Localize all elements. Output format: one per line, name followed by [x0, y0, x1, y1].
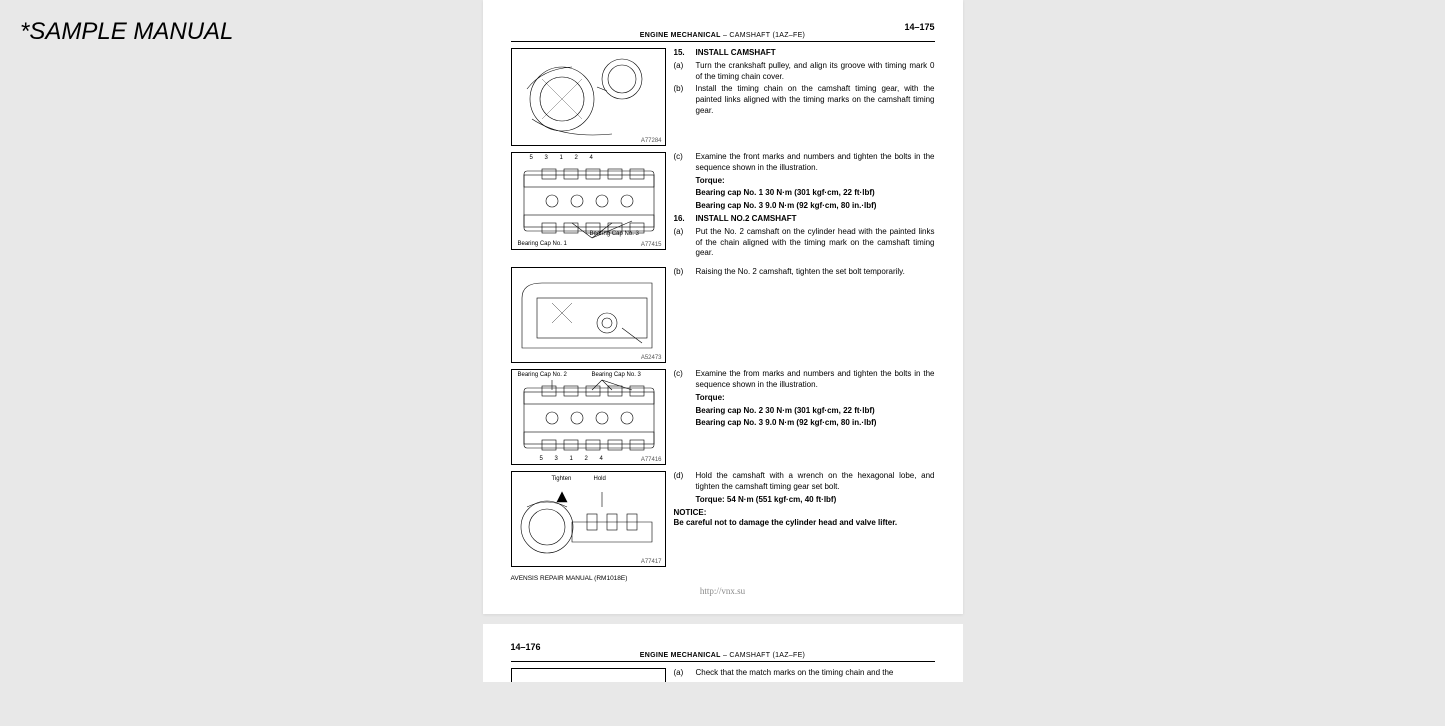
step-body: Check that the match marks on the timing…: [696, 668, 935, 679]
step-num: 16.: [674, 214, 692, 225]
figure-5: Tighten Hold A77417: [511, 471, 666, 567]
section-5: Tighten Hold A77417 (d)Hold the camshaft…: [511, 471, 935, 567]
figure-label: Bearing Cap No. 3: [592, 372, 641, 378]
section-partial: (a) Check that the match marks on the tim…: [511, 668, 935, 682]
torque-label: Torque:: [696, 393, 935, 404]
diagram-icon: [512, 472, 665, 566]
figure-label: 5 3 1 2 4: [530, 155, 598, 161]
step-num: [674, 393, 692, 404]
torque-value: Torque: 54 N·m (551 kgf·cm, 40 ft·lbf): [696, 495, 935, 506]
figure-2: 5 3 1 2 4 Bearing Cap No. 1 Bearing Cap …: [511, 152, 666, 250]
header-sub: CAMSHAFT (1AZ–FE): [729, 652, 805, 659]
step-num: (a): [674, 61, 692, 83]
url-text: http://vnx.su: [511, 586, 935, 596]
step-num: (c): [674, 152, 692, 174]
header-sub: CAMSHAFT (1AZ–FE): [729, 32, 805, 39]
figure-1: A77284: [511, 48, 666, 146]
step-num: (b): [674, 84, 692, 116]
torque-value: Bearing cap No. 2 30 N·m (301 kgf·cm, 22…: [696, 406, 935, 417]
figure-label: Tighten: [552, 476, 572, 482]
step-num: (d): [674, 471, 692, 493]
page-number: 14–176: [511, 642, 935, 652]
step-title: INSTALL NO.2 CAMSHAFT: [696, 214, 935, 225]
torque-label: Torque:: [696, 176, 935, 187]
figure-partial: [511, 668, 666, 682]
step-num: (a): [674, 227, 692, 259]
figure-label: Bearing Cap No. 3: [590, 231, 639, 237]
header-main: ENGINE MECHANICAL: [640, 32, 721, 39]
text-col-4: (c)Examine the from marks and numbers an…: [674, 369, 935, 465]
figure-id: A77416: [641, 457, 662, 463]
figure-4: Bearing Cap No. 2 Bearing Cap No. 3 5 3 …: [511, 369, 666, 465]
text-col-5: (d)Hold the camshaft with a wrench on th…: [674, 471, 935, 567]
section-1: A77284 15. INSTALL CAMSHAFT (a)Turn the c…: [511, 48, 935, 146]
step-num: [674, 406, 692, 417]
manual-page-2: 14–176 ENGINE MECHANICAL – CAMSHAFT (1AZ…: [483, 624, 963, 682]
step-num: [674, 188, 692, 199]
step-num: (b): [674, 267, 692, 278]
torque-value: Bearing cap No. 3 9.0 N·m (92 kgf·cm, 80…: [696, 201, 935, 212]
diagram-icon: [512, 153, 665, 249]
torque-value: Bearing cap No. 1 30 N·m (301 kgf·cm, 22…: [696, 188, 935, 199]
step-body: Examine the front marks and numbers and …: [696, 152, 935, 174]
header-main: ENGINE MECHANICAL: [640, 652, 721, 659]
figure-label: Bearing Cap No. 1: [518, 241, 567, 247]
step-body: Raising the No. 2 camshaft, tighten the …: [696, 267, 935, 278]
step-title: INSTALL CAMSHAFT: [696, 48, 935, 59]
figure-label: Hold: [594, 476, 606, 482]
notice-label: NOTICE:: [674, 508, 935, 519]
figure-label: Bearing Cap No. 2: [518, 372, 567, 378]
figure-id: A52473: [641, 355, 662, 361]
section-4: Bearing Cap No. 2 Bearing Cap No. 3 5 3 …: [511, 369, 935, 465]
text-col-1: 15. INSTALL CAMSHAFT (a)Turn the cranksha…: [674, 48, 935, 146]
page-header: ENGINE MECHANICAL – CAMSHAFT (1AZ–FE): [511, 32, 935, 42]
step-body: Install the timing chain on the camshaft…: [696, 84, 935, 116]
step-num: [674, 418, 692, 429]
figure-3: A52473: [511, 267, 666, 363]
text-col-2: (c)Examine the front marks and numbers a…: [674, 152, 935, 261]
text-col-partial: (a) Check that the match marks on the tim…: [674, 668, 935, 682]
diagram-icon: [512, 268, 665, 362]
step-num: (c): [674, 369, 692, 391]
diagram-icon: [512, 49, 665, 145]
sample-watermark: *SAMPLE MANUAL: [20, 18, 233, 46]
text-col-3: (b) Raising the No. 2 camshaft, tighten t…: [674, 267, 935, 363]
notice-body: Be careful not to damage the cylinder he…: [674, 518, 935, 529]
torque-value: Bearing cap No. 3 9.0 N·m (92 kgf·cm, 80…: [696, 418, 935, 429]
step-num: [674, 201, 692, 212]
figure-id: A77284: [641, 138, 662, 144]
step-body: Examine the from marks and numbers and t…: [696, 369, 935, 391]
page-header: ENGINE MECHANICAL – CAMSHAFT (1AZ–FE): [511, 652, 935, 662]
section-2: 5 3 1 2 4 Bearing Cap No. 1 Bearing Cap …: [511, 152, 935, 261]
figure-label: 5 3 1 2 4: [540, 456, 608, 462]
step-num: (a): [674, 668, 692, 679]
manual-page-1: 14–175 ENGINE MECHANICAL – CAMSHAFT (1AZ…: [483, 0, 963, 614]
diagram-icon: [512, 370, 665, 464]
page-number: 14–175: [511, 22, 935, 32]
step-num: 15.: [674, 48, 692, 59]
step-num: [674, 176, 692, 187]
footer-text: AVENSIS REPAIR MANUAL (RM1018E): [511, 575, 935, 582]
figure-id: A77415: [641, 242, 662, 248]
step-num: [674, 495, 692, 506]
figure-id: A77417: [641, 559, 662, 565]
section-3: A52473 (b) Raising the No. 2 camshaft, ti…: [511, 267, 935, 363]
step-body: Hold the camshaft with a wrench on the h…: [696, 471, 935, 493]
step-body: Put the No. 2 camshaft on the cylinder h…: [696, 227, 935, 259]
step-body: Turn the crankshaft pulley, and align it…: [696, 61, 935, 83]
